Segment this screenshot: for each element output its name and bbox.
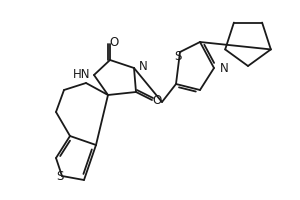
Text: N: N xyxy=(139,60,148,73)
Text: S: S xyxy=(56,170,64,182)
Text: N: N xyxy=(220,62,229,74)
Text: O: O xyxy=(110,36,118,49)
Text: HN: HN xyxy=(73,68,90,82)
Text: O: O xyxy=(152,95,162,108)
Text: S: S xyxy=(174,49,182,62)
